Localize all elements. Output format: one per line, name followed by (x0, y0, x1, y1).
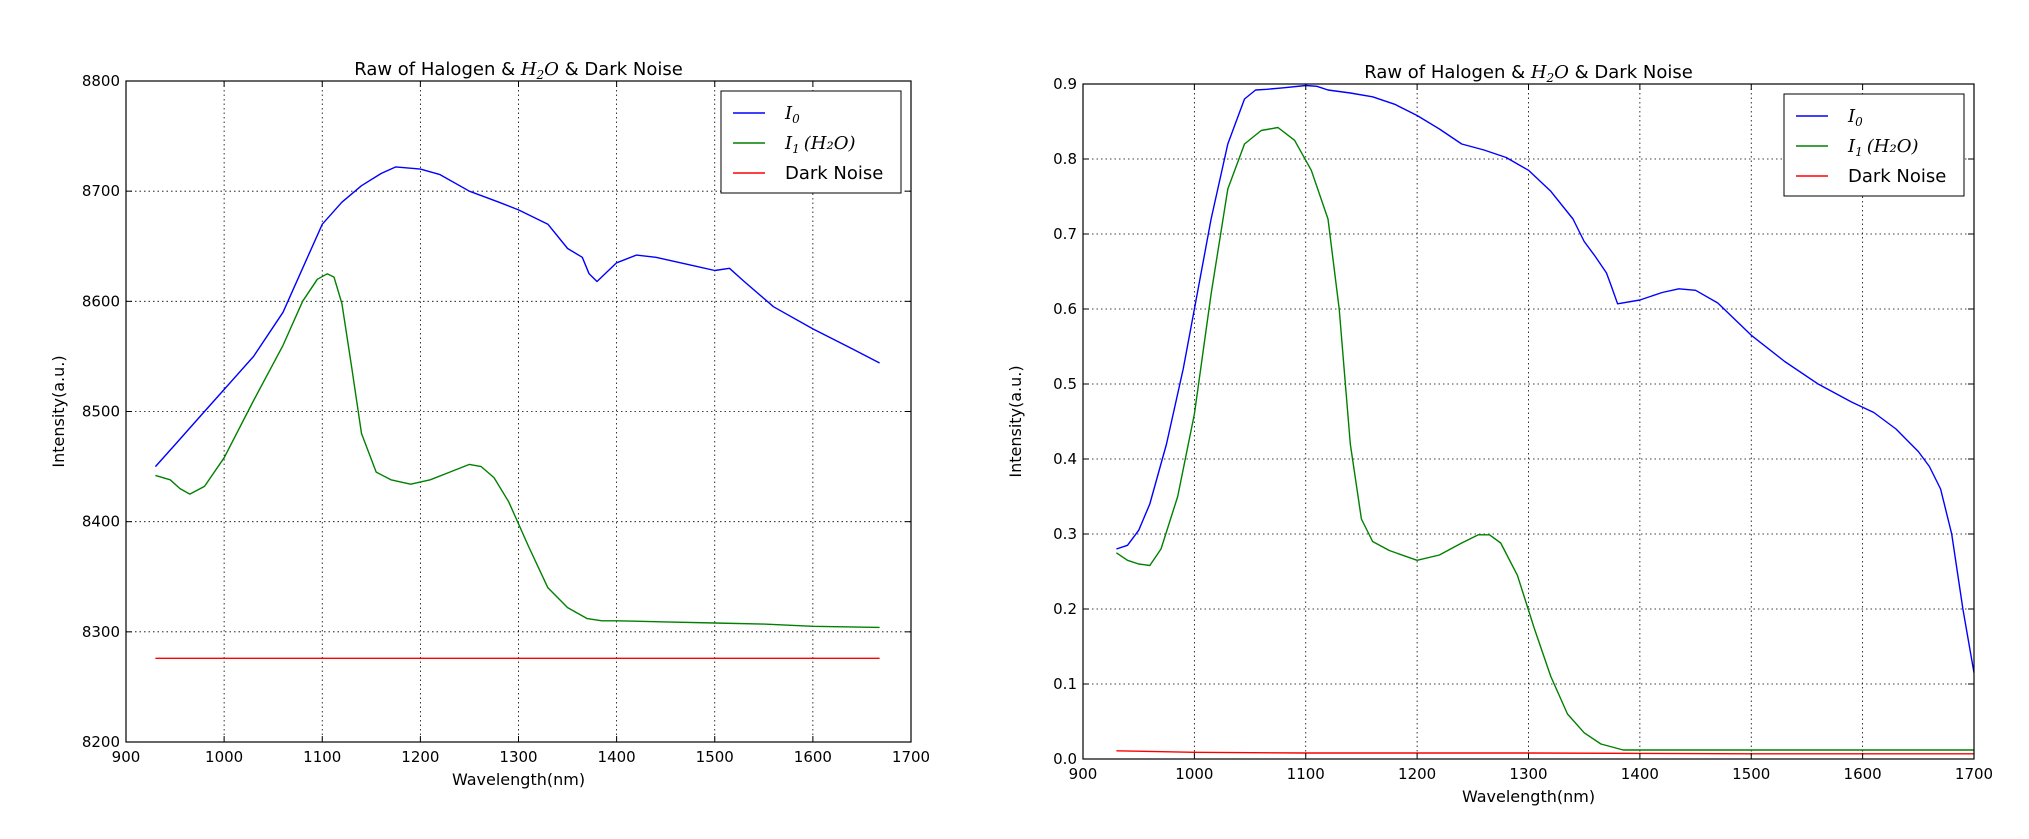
x-axis-label: Wavelength(nm) (1462, 787, 1595, 806)
y-tick-label: 8600 (82, 292, 120, 310)
x-tick-label: 900 (1069, 765, 1098, 783)
x-tick-label: 1200 (1398, 765, 1436, 783)
x-tick-label: 1100 (303, 748, 341, 766)
grid (126, 81, 911, 742)
legend: I0 I1 (H₂O) Dark Noise (1783, 93, 1965, 197)
series-line-i1-h2o- (155, 273, 880, 629)
y-tick-label: 0.5 (1053, 375, 1077, 393)
legend-label: I1 (H₂O) (784, 133, 855, 156)
right-chart: 900 1000 1100 1200 1300 1400 1500 1600 1700 0.0 0.… (1006, 62, 1993, 806)
legend-box (1783, 93, 1965, 197)
x-tick-label: 1200 (401, 748, 439, 766)
x-axis-label: Wavelength(nm) (452, 770, 585, 789)
x-tick-label: 1300 (1509, 765, 1547, 783)
x-tick-label: 900 (112, 748, 141, 766)
x-tick-label: 1500 (696, 748, 734, 766)
x-tick-label: 1700 (892, 748, 930, 766)
y-tick-label: 0.3 (1053, 525, 1077, 543)
x-tick-label: 1600 (1844, 765, 1882, 783)
x-tick-label: 1400 (1621, 765, 1659, 783)
series-line-i0 (1116, 84, 1974, 673)
y-tick-label: 0.9 (1053, 75, 1077, 93)
y-tick-label: 0.2 (1053, 600, 1077, 618)
y-axis-label: Intensity(a.u.) (1006, 365, 1025, 477)
grid (1083, 84, 1974, 759)
legend: I0 I1 (H₂O) Dark Noise (720, 90, 902, 194)
series-group (154, 166, 880, 659)
left-chart: 900 1000 1100 1200 1300 1400 1500 1600 1700 8200 8… (49, 59, 930, 789)
series-line-i0 (154, 166, 880, 468)
x-tick-label: 1100 (1287, 765, 1325, 783)
y-tick-label: 0.8 (1053, 150, 1077, 168)
x-tick-label: 1000 (205, 748, 243, 766)
x-tick-label: 1400 (598, 748, 636, 766)
y-tick-label: 0.1 (1053, 675, 1077, 693)
y-tick-label: 8300 (82, 623, 120, 641)
legend-label: I0 (1847, 106, 1863, 129)
y-tick-label: 8800 (82, 72, 120, 90)
chart-title: Raw of Halogen & H2O & Dark Noise (1364, 62, 1693, 85)
y-tick-label: 0.7 (1053, 225, 1077, 243)
y-tick-label: 0.0 (1053, 750, 1077, 768)
y-tick-label: 8400 (82, 513, 120, 531)
y-tick-label: 0.4 (1053, 450, 1077, 468)
x-tick-label: 1000 (1175, 765, 1213, 783)
y-tick-label: 8700 (82, 182, 120, 200)
tick-labels: 900 1000 1100 1200 1300 1400 1500 1600 1700 0.0 0.… (1053, 75, 1993, 783)
series-line-i1-h2o- (1116, 126, 1974, 751)
tick-labels: 900 1000 1100 1200 1300 1400 1500 1600 1700 8200 8… (82, 72, 930, 766)
legend-label: Dark Noise (785, 163, 883, 184)
chart-title: Raw of Halogen & H2O & Dark Noise (354, 59, 683, 82)
y-tick-label: 8500 (82, 403, 120, 421)
y-tick-label: 8200 (82, 733, 120, 751)
legend-label: Dark Noise (1848, 166, 1946, 187)
legend-label: I0 (784, 103, 800, 126)
legend-box (720, 90, 902, 194)
x-tick-label: 1600 (794, 748, 832, 766)
x-tick-label: 1300 (499, 748, 537, 766)
legend-label: I1 (H₂O) (1847, 136, 1918, 159)
y-axis-label: Intensity(a.u.) (49, 355, 68, 467)
x-tick-label: 1700 (1955, 765, 1993, 783)
x-tick-label: 1500 (1732, 765, 1770, 783)
y-tick-label: 0.6 (1053, 300, 1077, 318)
